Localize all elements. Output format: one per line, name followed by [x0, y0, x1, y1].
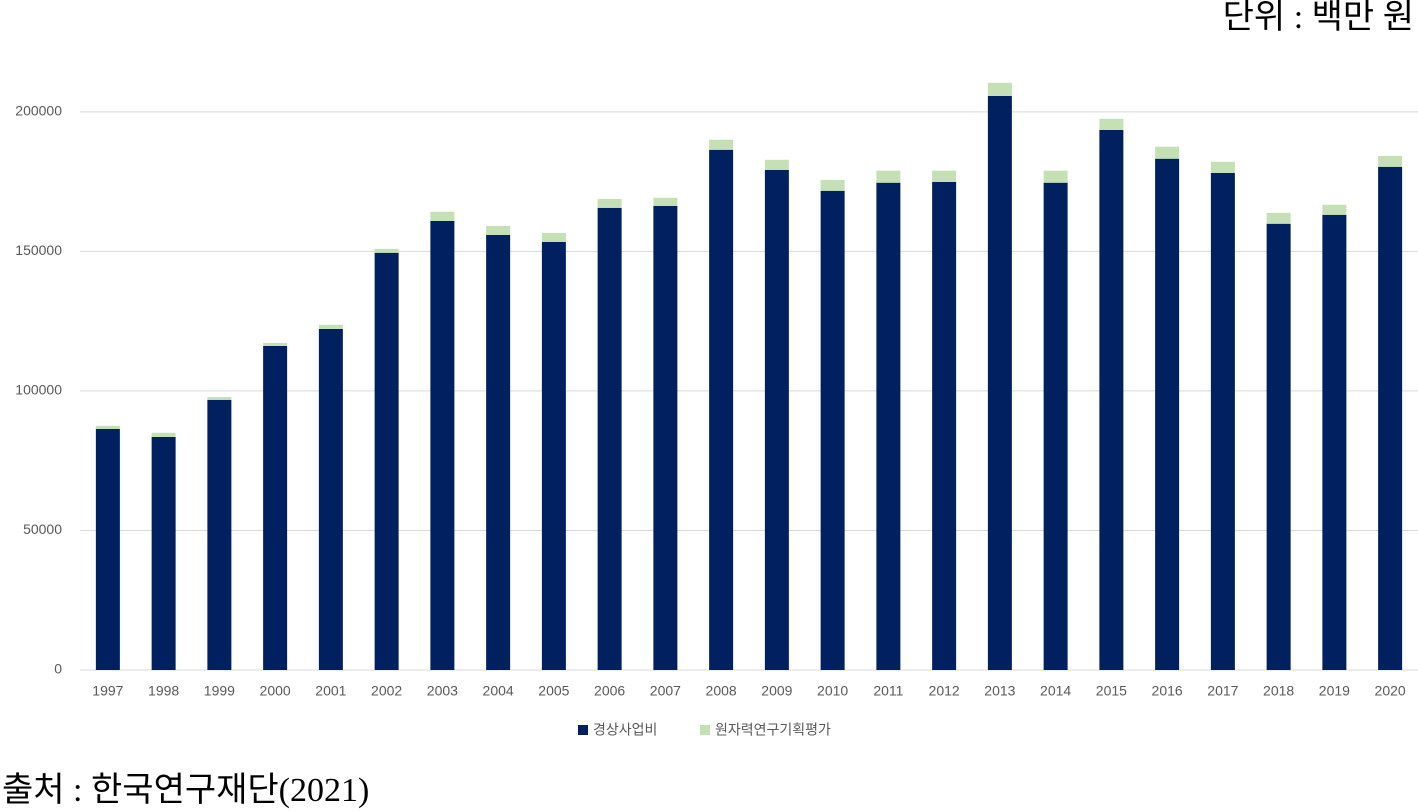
bar-segment	[820, 190, 845, 670]
bar-segment	[653, 205, 678, 670]
bar-segment	[876, 182, 901, 670]
x-tick-label: 2008	[706, 683, 737, 699]
bar-segment	[207, 399, 232, 670]
bar-segment	[1210, 172, 1235, 670]
bar-segment	[1155, 146, 1180, 159]
bar-segment	[541, 232, 566, 242]
bar-segment	[932, 170, 957, 182]
x-tick-label: 2009	[761, 683, 792, 699]
legend-label: 원자력연구기획평가	[715, 722, 831, 738]
bar-segment	[764, 169, 789, 671]
bar-segment	[876, 170, 901, 183]
bar-segment	[987, 82, 1012, 96]
bar-segment	[207, 397, 232, 400]
unit-note: 단위 : 백만 원	[1223, 0, 1414, 36]
bar-segment	[318, 324, 343, 329]
x-tick-label: 2019	[1319, 683, 1350, 699]
x-tick-label: 2004	[483, 683, 514, 699]
bar-segment	[1378, 166, 1403, 671]
legend-swatch	[578, 725, 588, 735]
bar-segment	[1099, 118, 1124, 130]
bar-segment	[932, 181, 957, 670]
bar-segment	[318, 328, 343, 670]
legend-label: 경상사업비	[593, 722, 657, 738]
x-tick-label: 1999	[204, 683, 235, 699]
bar-segment	[374, 248, 399, 253]
bar-segment	[1043, 182, 1068, 670]
bar-segment	[764, 159, 789, 170]
x-tick-label: 2013	[984, 683, 1015, 699]
y-tick-label: 150000	[15, 242, 62, 258]
bar-segment	[987, 95, 1012, 670]
bar-segment	[430, 220, 455, 670]
x-tick-label: 2012	[929, 683, 960, 699]
x-tick-label: 2010	[817, 683, 848, 699]
bar-segment	[1378, 155, 1403, 167]
x-tick-label: 2003	[427, 683, 458, 699]
bar-segment	[1155, 158, 1180, 671]
bar-segment	[1322, 204, 1347, 215]
x-tick-label: 2020	[1375, 683, 1406, 699]
bar-segment	[486, 225, 511, 235]
x-tick-label: 2018	[1263, 683, 1294, 699]
bar-segment	[820, 179, 845, 191]
bar-segment	[1322, 214, 1347, 670]
bar-segment	[1043, 170, 1068, 183]
legend-swatch	[700, 725, 710, 735]
x-tick-label: 2006	[594, 683, 625, 699]
bar-segment	[1099, 129, 1124, 670]
bar-segment	[486, 234, 511, 670]
bar-segment	[95, 428, 120, 670]
bar-segment	[374, 252, 399, 670]
x-tick-label: 2015	[1096, 683, 1127, 699]
y-tick-label: 100000	[15, 382, 62, 398]
x-tick-label: 2014	[1040, 683, 1071, 699]
bar-segment	[1266, 212, 1291, 224]
x-tick-label: 2000	[260, 683, 291, 699]
bar-segment	[597, 198, 622, 208]
x-tick-label: 2007	[650, 683, 681, 699]
x-tick-label: 2002	[371, 683, 402, 699]
bar-segment	[95, 425, 120, 429]
y-tick-label: 200000	[15, 103, 62, 119]
x-tick-label: 1998	[148, 683, 179, 699]
bar-segment	[1210, 161, 1235, 173]
bar-segment	[151, 436, 176, 670]
bar-segment	[263, 345, 288, 670]
bar-segment	[1266, 223, 1291, 670]
source-note: 출처 : 한국연구재단(2021)	[2, 772, 369, 809]
x-tick-label: 2016	[1152, 683, 1183, 699]
y-tick-label: 0	[54, 661, 62, 677]
bar-segment	[597, 207, 622, 671]
bar-segment	[151, 432, 176, 437]
bar-segment	[709, 139, 734, 150]
x-tick-label: 2011	[873, 683, 903, 699]
bar-segment	[653, 197, 678, 206]
x-tick-label: 1997	[92, 683, 123, 699]
x-tick-label: 2017	[1207, 683, 1238, 699]
x-tick-label: 2001	[315, 683, 346, 699]
bar-segment	[430, 211, 455, 221]
bar-segment	[709, 149, 734, 671]
y-tick-label: 50000	[23, 521, 62, 537]
x-tick-label: 2005	[538, 683, 569, 699]
bar-segment	[541, 241, 566, 670]
bar-segment	[263, 342, 288, 346]
